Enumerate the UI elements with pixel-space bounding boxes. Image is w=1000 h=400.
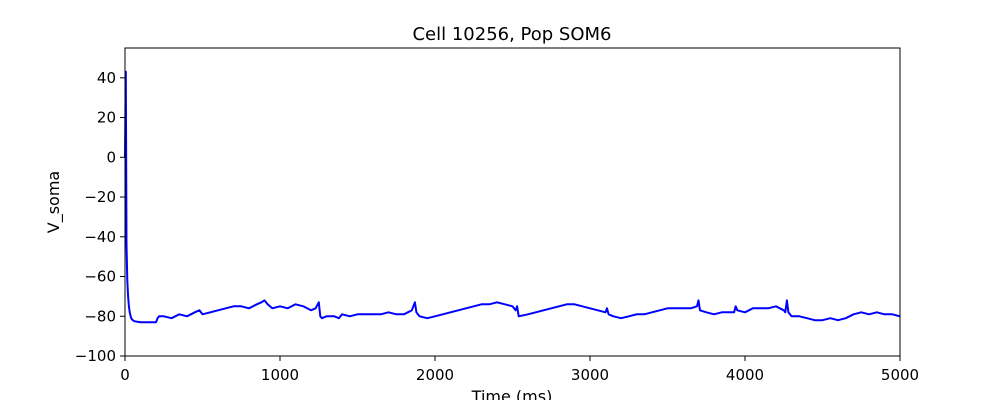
x-tick-label: 5000 [881, 366, 919, 384]
x-tick-label: 0 [120, 366, 130, 384]
x-tick-label: 2000 [416, 366, 454, 384]
x-axis-label: Time (ms) [471, 387, 553, 400]
x-tick-label: 3000 [571, 366, 609, 384]
x-tick-label: 4000 [726, 366, 764, 384]
axes-frame [124, 47, 901, 357]
plot-area [124, 70, 901, 324]
y-tick-label: 40 [97, 69, 116, 87]
series-line [124, 70, 901, 324]
y-tick-label: −40 [84, 228, 116, 246]
y-tick-label: −60 [84, 268, 116, 286]
y-tick-label: 0 [106, 148, 116, 166]
chart-title: Cell 10256, Pop SOM6 [412, 24, 611, 45]
y-tick-label: −100 [75, 347, 116, 365]
y-tick-label: −20 [84, 188, 116, 206]
y-tick-label: −80 [84, 307, 116, 325]
y-axis-label: V_soma [44, 171, 64, 233]
y-tick-label: 20 [97, 109, 116, 127]
x-tick-label: 1000 [261, 366, 299, 384]
ticks: 0 1000 2000 3000 4000 5000 −100 −80 −60 −40 −20 0 20… [75, 69, 919, 384]
